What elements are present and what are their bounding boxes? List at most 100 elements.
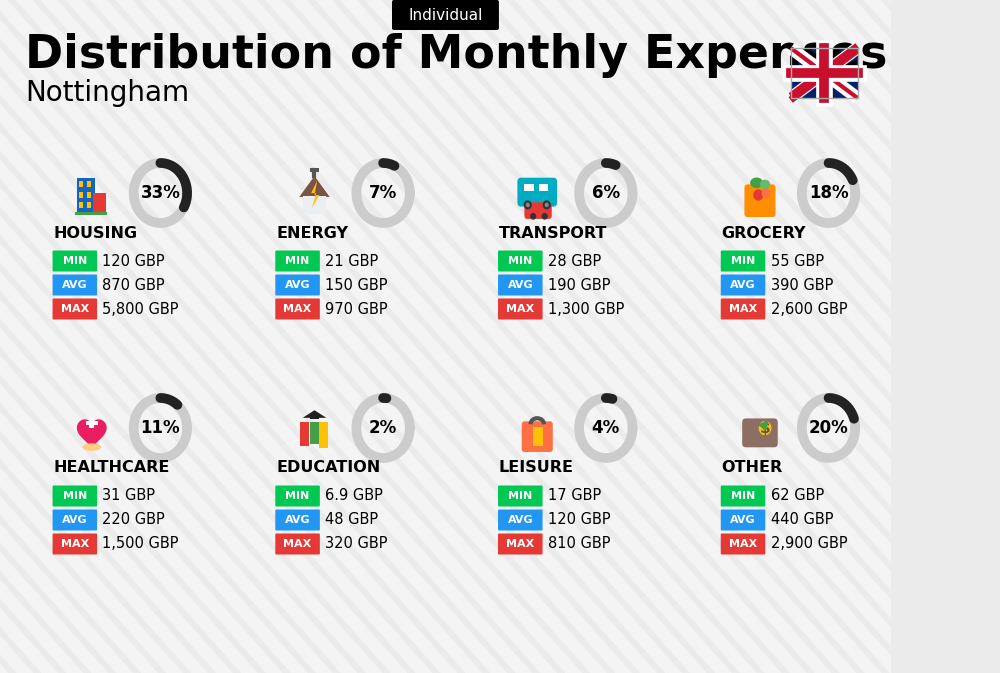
Text: 20%: 20%	[809, 419, 848, 437]
Text: $: $	[760, 421, 770, 435]
Text: 2,600 GBP: 2,600 GBP	[771, 302, 847, 316]
Bar	[539, 184, 548, 191]
FancyBboxPatch shape	[742, 419, 778, 448]
Ellipse shape	[750, 178, 763, 188]
Text: MIN: MIN	[285, 491, 310, 501]
Text: 11%: 11%	[141, 419, 180, 437]
Bar	[310, 168, 313, 172]
Bar	[310, 423, 319, 444]
Text: TRANSPORT: TRANSPORT	[499, 225, 607, 240]
Text: 2,900 GBP: 2,900 GBP	[771, 536, 847, 551]
Text: 55 GBP: 55 GBP	[771, 254, 824, 269]
FancyBboxPatch shape	[498, 275, 543, 295]
Text: 48 GBP: 48 GBP	[325, 513, 378, 528]
Bar	[300, 423, 309, 446]
Ellipse shape	[82, 444, 101, 451]
Bar	[89, 417, 94, 428]
FancyBboxPatch shape	[53, 509, 97, 530]
Text: 6.9 GBP: 6.9 GBP	[325, 489, 383, 503]
Bar	[791, 48, 858, 98]
Text: AVG: AVG	[62, 280, 88, 290]
Text: MAX: MAX	[506, 539, 534, 549]
Text: AVG: AVG	[62, 515, 88, 525]
Text: AVG: AVG	[730, 280, 756, 290]
Text: AVG: AVG	[285, 515, 310, 525]
Text: MAX: MAX	[61, 304, 89, 314]
Text: 18%: 18%	[809, 184, 848, 202]
Text: 220 GBP: 220 GBP	[102, 513, 165, 528]
FancyBboxPatch shape	[275, 509, 320, 530]
Circle shape	[543, 201, 551, 209]
Circle shape	[753, 189, 763, 201]
Bar	[93, 193, 106, 214]
Bar	[79, 181, 83, 187]
Circle shape	[545, 203, 549, 207]
Text: MAX: MAX	[506, 304, 534, 314]
Text: 31 GBP: 31 GBP	[102, 489, 155, 503]
Bar	[86, 421, 98, 425]
Text: MIN: MIN	[63, 491, 87, 501]
Text: 1,500 GBP: 1,500 GBP	[102, 536, 179, 551]
Bar	[310, 415, 319, 419]
Text: EDUCATION: EDUCATION	[276, 460, 380, 476]
Text: MAX: MAX	[283, 304, 312, 314]
FancyBboxPatch shape	[498, 250, 543, 271]
FancyBboxPatch shape	[53, 275, 97, 295]
Text: OTHER: OTHER	[722, 460, 783, 476]
Text: 2%: 2%	[369, 419, 397, 437]
Text: AVG: AVG	[507, 280, 533, 290]
FancyBboxPatch shape	[275, 299, 320, 320]
Polygon shape	[311, 180, 319, 209]
FancyBboxPatch shape	[275, 250, 320, 271]
Bar	[791, 48, 858, 98]
Text: 440 GBP: 440 GBP	[771, 513, 833, 528]
Text: 6%: 6%	[592, 184, 620, 202]
FancyBboxPatch shape	[392, 0, 499, 30]
Ellipse shape	[759, 421, 771, 435]
FancyBboxPatch shape	[522, 421, 553, 452]
Text: 390 GBP: 390 GBP	[771, 277, 833, 293]
Text: HOUSING: HOUSING	[53, 225, 138, 240]
Text: 810 GBP: 810 GBP	[548, 536, 610, 551]
Ellipse shape	[760, 180, 770, 189]
FancyBboxPatch shape	[53, 250, 97, 271]
Text: 150 GBP: 150 GBP	[325, 277, 388, 293]
FancyBboxPatch shape	[721, 534, 765, 555]
Text: Individual: Individual	[408, 7, 483, 22]
Text: AVG: AVG	[285, 280, 310, 290]
Circle shape	[530, 213, 536, 219]
Text: 120 GBP: 120 GBP	[548, 513, 611, 528]
Text: 970 GBP: 970 GBP	[325, 302, 388, 316]
Polygon shape	[78, 420, 106, 449]
Circle shape	[542, 213, 548, 219]
Text: GROCERY: GROCERY	[722, 225, 806, 240]
Text: MAX: MAX	[729, 304, 757, 314]
Text: 4%: 4%	[592, 419, 620, 437]
Text: LEISURE: LEISURE	[499, 460, 574, 476]
FancyBboxPatch shape	[517, 178, 557, 207]
FancyBboxPatch shape	[53, 299, 97, 320]
FancyBboxPatch shape	[53, 485, 97, 507]
Text: MIN: MIN	[285, 256, 310, 266]
Text: 21 GBP: 21 GBP	[325, 254, 378, 269]
FancyBboxPatch shape	[53, 534, 97, 555]
Text: MIN: MIN	[63, 256, 87, 266]
FancyBboxPatch shape	[721, 250, 765, 271]
Bar	[303, 196, 326, 214]
Text: HEALTHCARE: HEALTHCARE	[53, 460, 170, 476]
Text: 120 GBP: 120 GBP	[102, 254, 165, 269]
Polygon shape	[299, 176, 330, 197]
Text: AVG: AVG	[507, 515, 533, 525]
Bar	[319, 423, 328, 448]
Circle shape	[526, 203, 530, 207]
FancyBboxPatch shape	[721, 299, 765, 320]
Bar	[79, 202, 83, 209]
Text: Distribution of Monthly Expenses: Distribution of Monthly Expenses	[25, 32, 887, 77]
Text: AVG: AVG	[730, 515, 756, 525]
Text: 5,800 GBP: 5,800 GBP	[102, 302, 179, 316]
Bar	[316, 168, 319, 172]
FancyBboxPatch shape	[721, 275, 765, 295]
Text: 870 GBP: 870 GBP	[102, 277, 165, 293]
Text: 28 GBP: 28 GBP	[548, 254, 601, 269]
Text: Nottingham: Nottingham	[25, 79, 189, 107]
